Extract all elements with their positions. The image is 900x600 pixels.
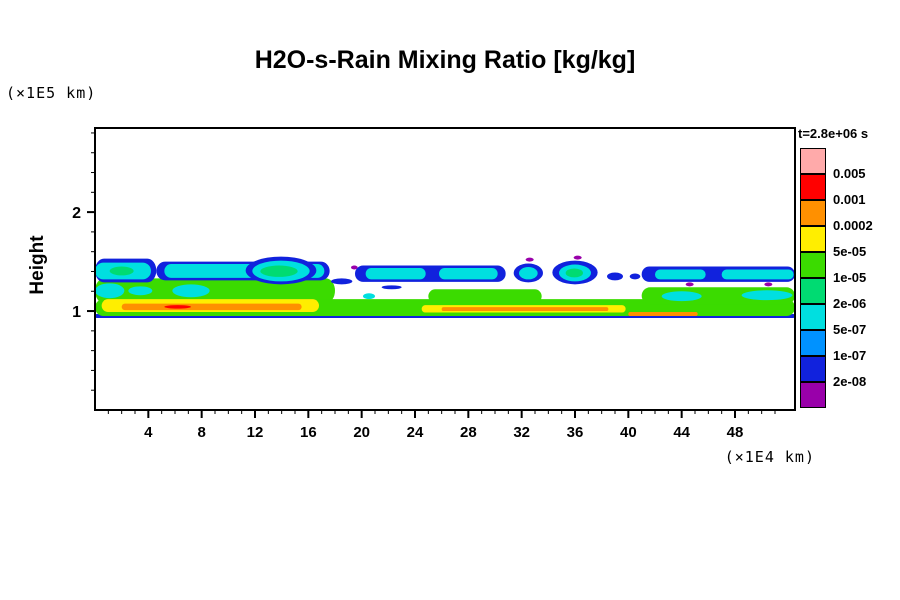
x-tick-label: 20: [353, 424, 370, 441]
legend-color-patch: [800, 174, 826, 200]
legend-level-label: 5e-05: [833, 244, 867, 259]
x-tick-label: 16: [300, 424, 317, 441]
legend-level-label: 1e-07: [833, 348, 867, 363]
x-tick-label: 8: [197, 424, 205, 441]
y-axis-unit-label: (×1E5 km): [6, 84, 97, 102]
legend-level-label: 5e-07: [833, 322, 867, 337]
x-axis-unit-label: (×1E4 km): [724, 448, 815, 466]
x-tick-label: 36: [567, 424, 584, 441]
y-tick-label: 1: [72, 304, 81, 321]
legend-color-patch: [800, 304, 826, 330]
legend-color-patch: [800, 226, 826, 252]
plot-frame: [94, 127, 796, 411]
x-tick-label: 44: [673, 424, 690, 441]
legend-level-label: 2e-06: [833, 296, 867, 311]
x-tick-label: 40: [620, 424, 637, 441]
legend-color-patch: [800, 252, 826, 278]
x-tick-label: 24: [407, 424, 424, 441]
x-tick-label: 4: [144, 424, 153, 441]
x-tick-label: 48: [727, 424, 744, 441]
legend-color-patch: [800, 148, 826, 174]
contour-field: [95, 255, 795, 318]
legend-level-label: 1e-05: [833, 270, 867, 285]
y-tick-label: 2: [72, 205, 81, 222]
x-tick-label: 28: [460, 424, 477, 441]
legend-color-patch: [800, 356, 826, 382]
legend-time-label: t=2.8e+06 s: [798, 126, 869, 141]
legend-level-label: 0.001: [833, 192, 866, 207]
legend-color-patch: [800, 200, 826, 226]
legend-level-label: 0.005: [833, 166, 866, 181]
x-tick-label: 12: [247, 424, 264, 441]
legend-level-label: 0.0002: [833, 218, 873, 233]
x-tick-label: 32: [513, 424, 530, 441]
chart-title: H2O-s-Rain Mixing Ratio [kg/kg]: [254, 46, 636, 74]
legend-level-label: 2e-08: [833, 374, 867, 389]
legend-color-patch: [800, 382, 826, 408]
legend-color-patch: [800, 278, 826, 304]
legend-color-patch: [800, 330, 826, 356]
